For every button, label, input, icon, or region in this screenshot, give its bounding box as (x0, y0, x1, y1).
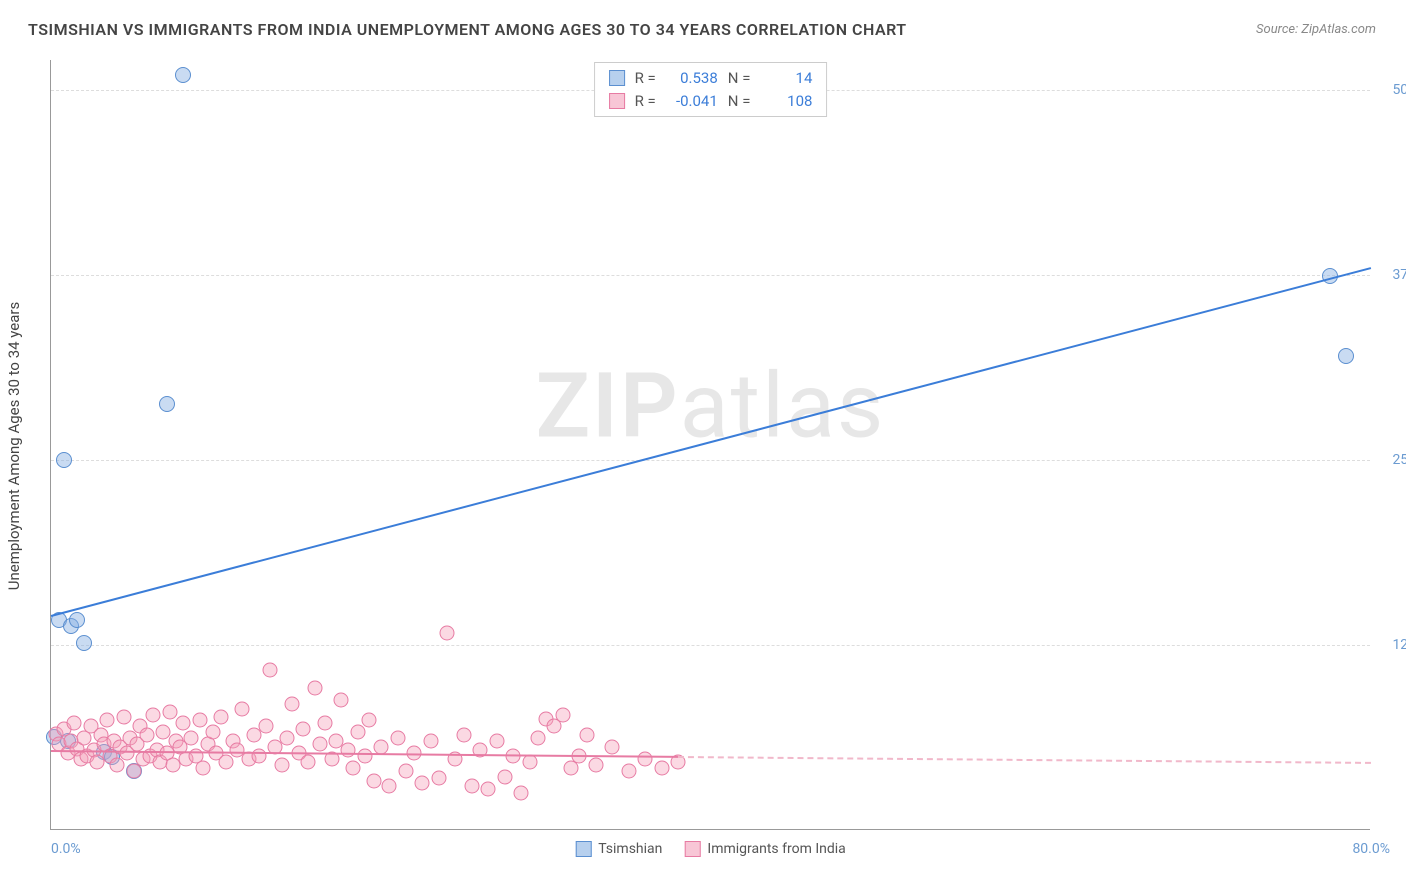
data-point (159, 396, 175, 412)
data-point (317, 716, 332, 731)
data-point (522, 754, 537, 769)
data-point (184, 731, 199, 746)
data-point (350, 725, 365, 740)
data-point (530, 731, 545, 746)
gridline (51, 460, 1370, 461)
data-point (110, 757, 125, 772)
y-tick-label: 25.0% (1392, 452, 1406, 468)
chart-title: TSIMSHIAN VS IMMIGRANTS FROM INDIA UNEMP… (28, 20, 907, 39)
data-point (301, 754, 316, 769)
data-point (139, 728, 154, 743)
legend-bottom: Tsimshian Immigrants from India (575, 841, 846, 857)
data-point (489, 734, 504, 749)
data-point (175, 67, 191, 83)
stats-box: R = 0.538 N = 14 R = -0.041 N = 108 (594, 62, 828, 117)
swatch-blue-icon (575, 841, 591, 857)
gridline (51, 645, 1370, 646)
stats-row-1: R = 0.538 N = 14 (609, 67, 813, 90)
data-point (334, 692, 349, 707)
data-point (621, 763, 636, 778)
data-point (456, 728, 471, 743)
data-point (205, 725, 220, 740)
data-point (126, 763, 141, 778)
swatch-blue-icon (609, 70, 625, 86)
data-point (192, 713, 207, 728)
data-point (345, 760, 360, 775)
data-point (423, 734, 438, 749)
data-point (362, 713, 377, 728)
y-tick-label: 50.0% (1392, 82, 1406, 98)
data-point (146, 707, 161, 722)
data-point (367, 774, 382, 789)
data-point (213, 710, 228, 725)
data-point (1338, 348, 1354, 364)
data-point (67, 716, 82, 731)
data-point (431, 771, 446, 786)
y-tick-label: 37.5% (1392, 267, 1406, 283)
data-point (296, 722, 311, 737)
data-point (390, 731, 405, 746)
data-point (497, 769, 512, 784)
data-point (464, 778, 479, 793)
data-point (580, 728, 595, 743)
data-point (284, 697, 299, 712)
data-point (605, 740, 620, 755)
legend-item-2: Immigrants from India (684, 841, 845, 857)
x-tick-min: 0.0% (51, 841, 81, 857)
x-tick-max: 80.0% (1352, 841, 1390, 857)
data-point (514, 785, 529, 800)
data-point (481, 781, 496, 796)
data-point (76, 635, 92, 651)
data-point (555, 707, 570, 722)
data-point (218, 754, 233, 769)
data-point (308, 680, 323, 695)
data-point (415, 775, 430, 790)
data-point (235, 701, 250, 716)
y-axis-title: Unemployment Among Ages 30 to 34 years (5, 302, 23, 590)
stats-row-2: R = -0.041 N = 108 (609, 90, 813, 113)
data-point (341, 743, 356, 758)
trend-line (678, 756, 1371, 764)
data-point (275, 757, 290, 772)
source-label: Source: ZipAtlas.com (1256, 22, 1376, 37)
data-point (258, 719, 273, 734)
data-point (588, 757, 603, 772)
data-point (162, 704, 177, 719)
data-point (398, 763, 413, 778)
data-point (251, 748, 266, 763)
data-point (69, 612, 85, 628)
data-point (279, 731, 294, 746)
trend-line (51, 267, 1372, 617)
data-point (263, 663, 278, 678)
data-point (176, 716, 191, 731)
data-point (100, 713, 115, 728)
plot-area: ZIPatlas 12.5%25.0%37.5%50.0% R = 0.538 … (50, 60, 1370, 830)
data-point (357, 748, 372, 763)
data-point (195, 760, 210, 775)
swatch-pink-icon (684, 841, 700, 857)
legend-item-1: Tsimshian (575, 841, 662, 857)
y-tick-label: 12.5% (1392, 637, 1406, 653)
gridline (51, 275, 1370, 276)
data-point (312, 737, 327, 752)
data-point (654, 760, 669, 775)
data-point (440, 626, 455, 641)
data-point (116, 710, 131, 725)
data-point (638, 751, 653, 766)
data-point (56, 452, 72, 468)
data-point (382, 778, 397, 793)
swatch-pink-icon (609, 93, 625, 109)
